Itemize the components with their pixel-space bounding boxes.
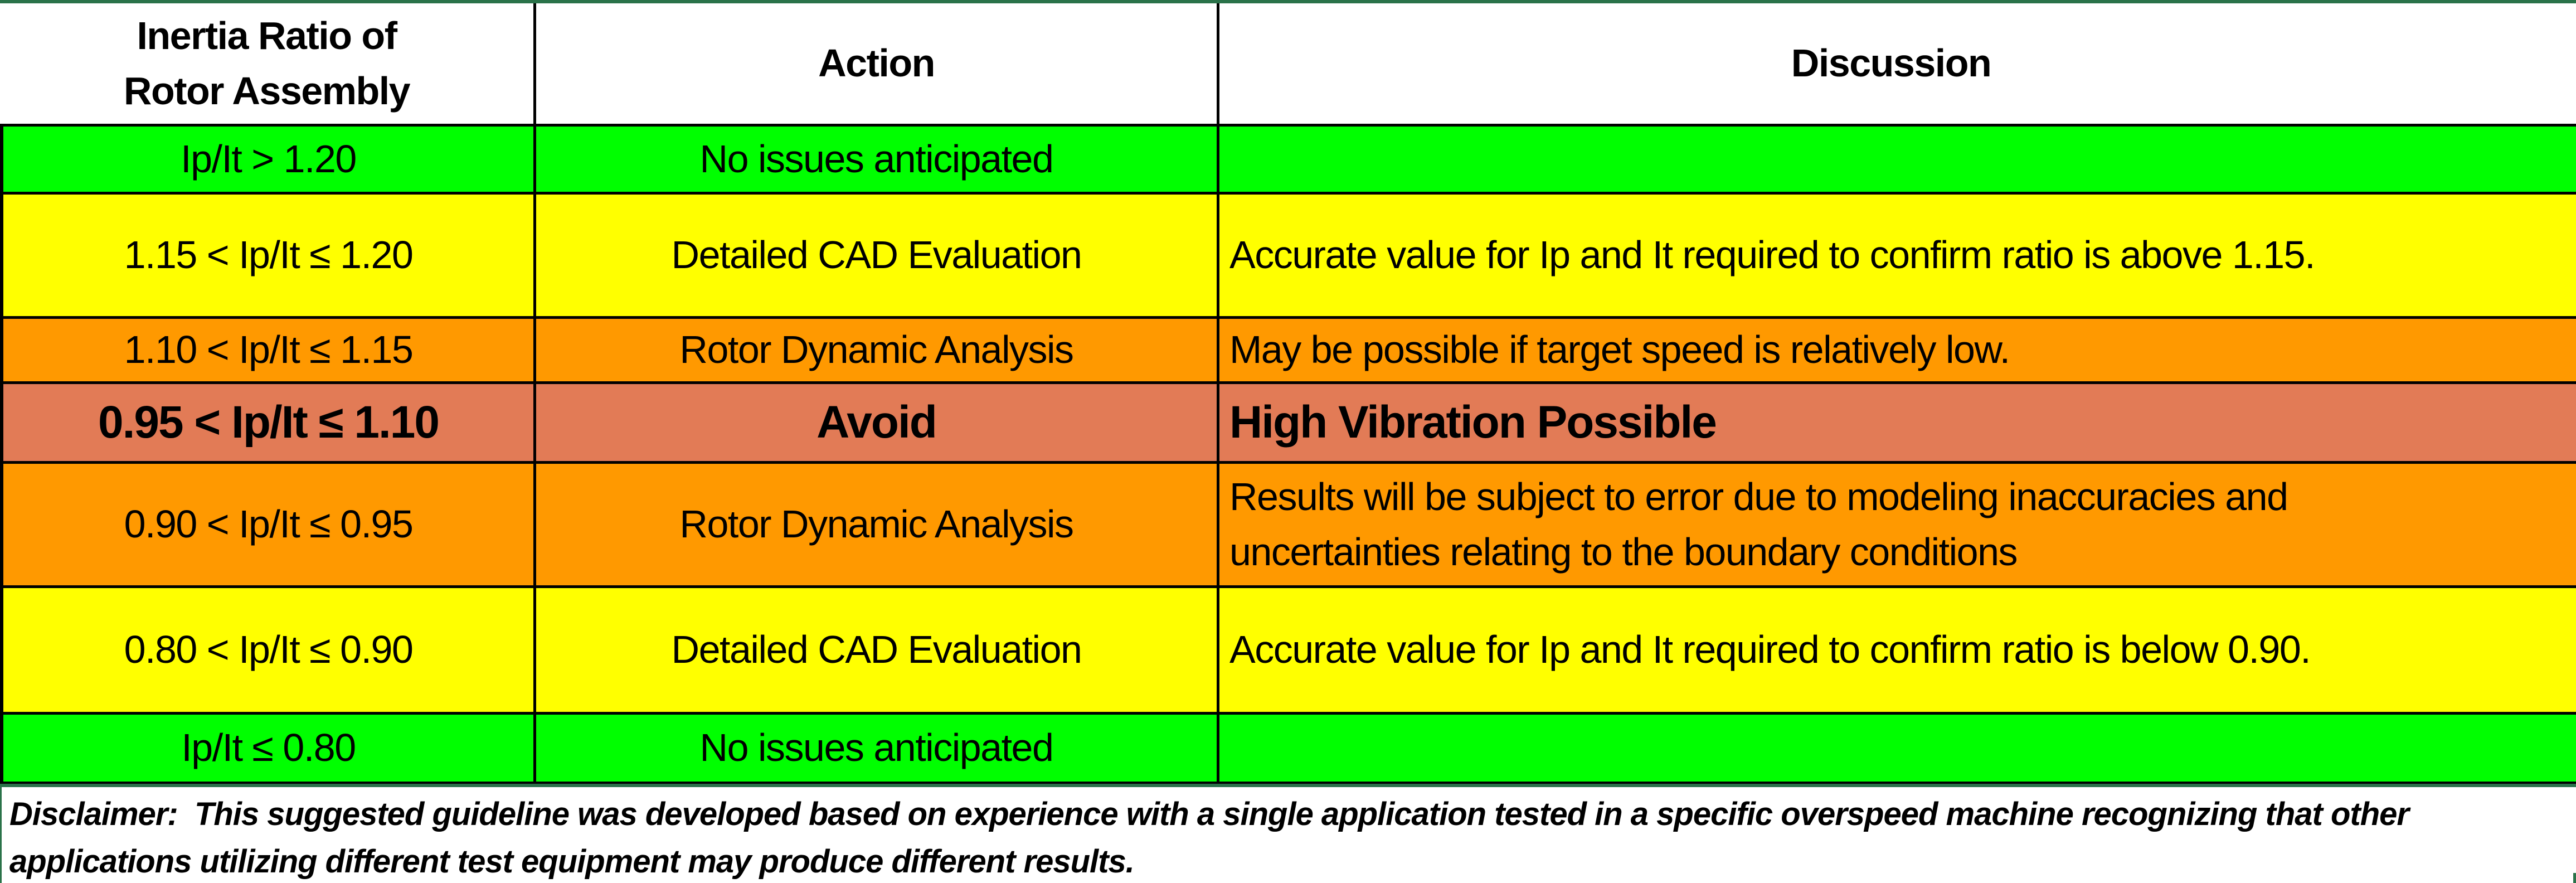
action-cell: No issues anticipated (533, 127, 1217, 192)
column-header-discussion: Discussion (1217, 3, 2576, 124)
discussion-cell: May be possible if target speed is relat… (1217, 319, 2576, 381)
table-row: 1.15 < Ip/It ≤ 1.20 Detailed CAD Evaluat… (0, 195, 2576, 319)
action-cell: Avoid (533, 384, 1217, 461)
ratio-cell: 0.80 < Ip/It ≤ 0.90 (0, 588, 533, 712)
column-header-action: Action (533, 3, 1217, 124)
table-header-row: Inertia Ratio of Rotor Assembly Action D… (0, 3, 2576, 127)
action-cell: No issues anticipated (533, 715, 1217, 782)
table-row: Ip/It > 1.20 No issues anticipated (0, 127, 2576, 195)
table-row: 1.10 < Ip/It ≤ 1.15 Rotor Dynamic Analys… (0, 319, 2576, 384)
ratio-cell: Ip/It ≤ 0.80 (0, 715, 533, 782)
ratio-cell: 0.90 < Ip/It ≤ 0.95 (0, 464, 533, 585)
action-cell: Detailed CAD Evaluation (533, 195, 1217, 316)
discussion-cell: Accurate value for Ip and It required to… (1217, 588, 2576, 712)
ratio-cell: 0.95 < Ip/It ≤ 1.10 (0, 384, 533, 461)
corner-border-mark (2573, 873, 2576, 883)
action-cell: Detailed CAD Evaluation (533, 588, 1217, 712)
column-header-inertia-ratio: Inertia Ratio of Rotor Assembly (123, 13, 411, 113)
table-row: 0.90 < Ip/It ≤ 0.95 Rotor Dynamic Analys… (0, 464, 2576, 588)
table-row: Ip/It ≤ 0.80 No issues anticipated (0, 715, 2576, 784)
ratio-cell: 1.10 < Ip/It ≤ 1.15 (0, 319, 533, 381)
disclaimer-text: Disclaimer: This suggested guideline was… (0, 787, 2576, 883)
discussion-cell: Results will be subject to error due to … (1217, 464, 2576, 585)
discussion-cell (1217, 127, 2576, 192)
table-top-border-strip (0, 0, 2576, 3)
ratio-cell: Ip/It > 1.20 (0, 127, 533, 192)
discussion-cell: High Vibration Possible (1217, 384, 2576, 461)
table-row-avoid: 0.95 < Ip/It ≤ 1.10 Avoid High Vibration… (0, 384, 2576, 464)
table-row: 0.80 < Ip/It ≤ 0.90 Detailed CAD Evaluat… (0, 588, 2576, 715)
discussion-cell (1217, 715, 2576, 782)
action-cell: Rotor Dynamic Analysis (533, 464, 1217, 585)
table-bottom-border-strip (0, 784, 2576, 787)
ratio-cell: 1.15 < Ip/It ≤ 1.20 (0, 195, 533, 316)
discussion-cell: Accurate value for Ip and It required to… (1217, 195, 2576, 316)
action-cell: Rotor Dynamic Analysis (533, 319, 1217, 381)
